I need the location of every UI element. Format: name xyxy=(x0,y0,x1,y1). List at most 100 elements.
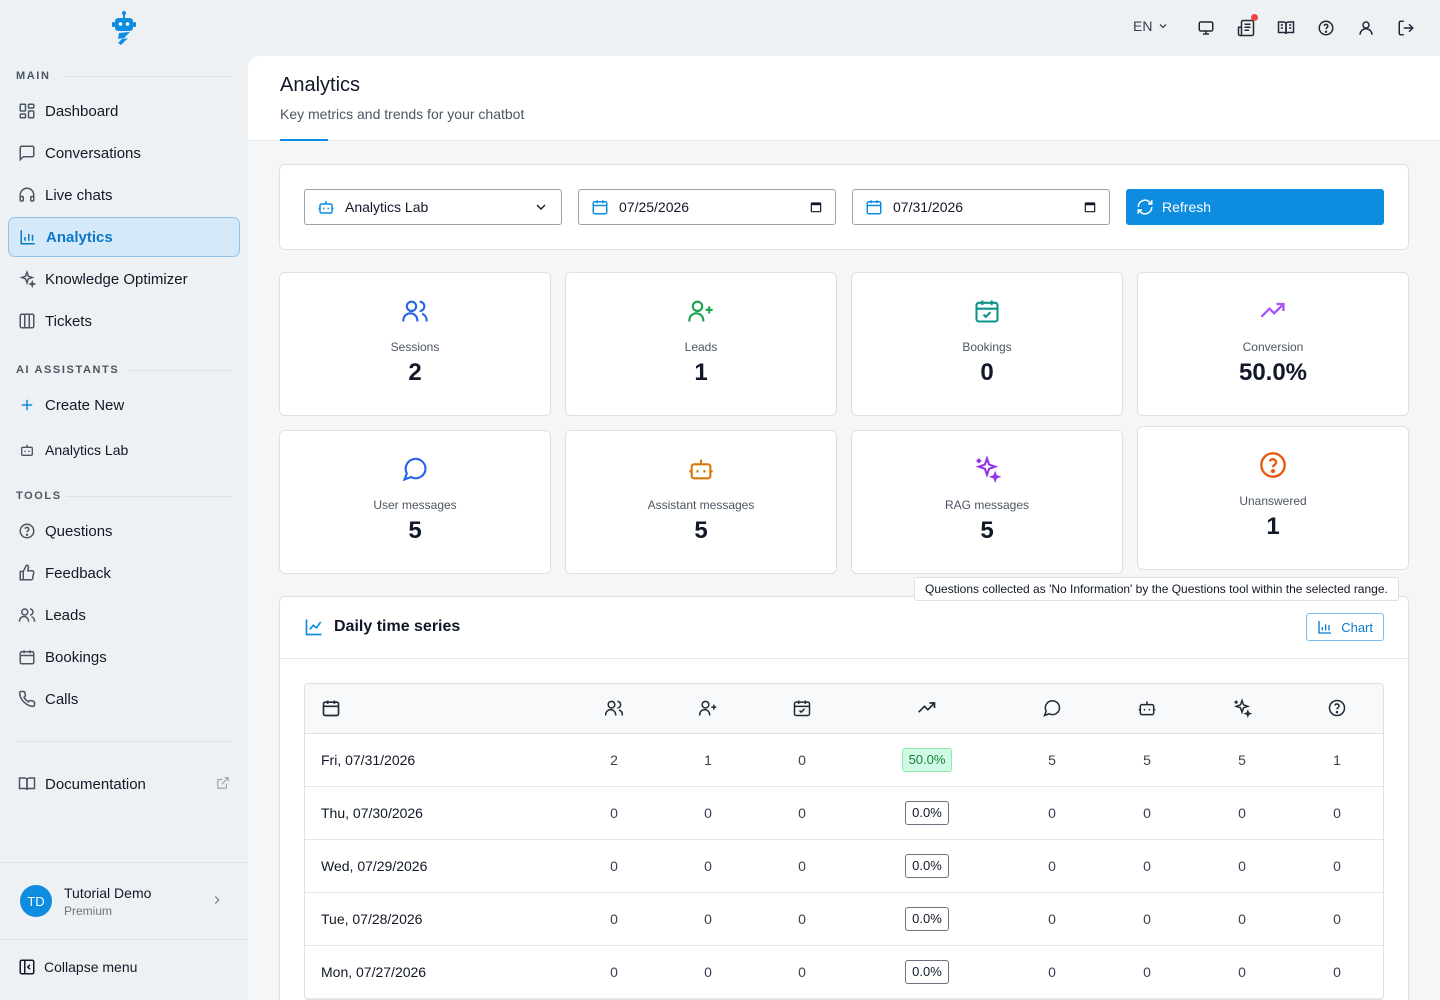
cell-sessions: 0 xyxy=(567,839,661,893)
bot-logo-icon[interactable] xyxy=(110,10,138,46)
line-chart-icon xyxy=(304,617,324,637)
chevron-right-icon xyxy=(210,893,224,912)
col-assistant-messages[interactable] xyxy=(1099,684,1195,734)
section-label-main: MAIN xyxy=(16,70,51,82)
calendar-picker-icon[interactable] xyxy=(809,200,823,214)
monitor-icon[interactable] xyxy=(1196,18,1216,38)
metric-card-conversion: Conversion 50.0% xyxy=(1137,272,1409,416)
trending-up-icon xyxy=(917,698,937,718)
sidebar-item-label: Live chats xyxy=(45,186,113,204)
end-date-field[interactable]: 07/31/2026 xyxy=(852,189,1110,225)
message-square-icon xyxy=(17,143,37,163)
chart-toggle-button[interactable]: Chart xyxy=(1306,613,1384,641)
metric-value: 0 xyxy=(980,359,994,386)
sidebar-item-bookings[interactable]: Bookings xyxy=(8,637,240,677)
cell-assistant-messages: 0 xyxy=(1099,839,1195,893)
sidebar-item-label: Tickets xyxy=(45,312,92,330)
calendar-check-icon xyxy=(792,698,812,718)
book-open-icon[interactable] xyxy=(1276,18,1296,38)
calendar-check-icon xyxy=(852,297,1122,325)
row-date: Thu, 07/30/2026 xyxy=(305,786,567,840)
col-leads[interactable] xyxy=(661,684,755,734)
section-label-tools: TOOLS xyxy=(16,490,62,502)
plus-icon xyxy=(17,395,37,415)
sidebar-item-documentation[interactable]: Documentation xyxy=(8,764,240,804)
users-icon xyxy=(280,297,550,325)
bar-chart-icon xyxy=(1317,619,1333,635)
cell-bookings: 0 xyxy=(755,786,849,840)
language-selector[interactable]: EN xyxy=(1133,18,1169,34)
cell-bookings: 0 xyxy=(755,892,849,946)
topbar: EN xyxy=(248,0,1440,56)
cell-unanswered: 0 xyxy=(1289,892,1383,946)
metric-value: 5 xyxy=(408,517,422,544)
conversion-badge: 0.0% xyxy=(905,853,949,878)
metric-value: 1 xyxy=(694,359,708,386)
metric-card-sessions: Sessions 2 xyxy=(279,272,551,416)
row-date: Wed, 07/29/2026 xyxy=(305,839,567,893)
sidebar-item-analytics[interactable]: Analytics xyxy=(8,217,240,257)
headset-icon xyxy=(17,185,37,205)
col-date[interactable] xyxy=(305,684,567,734)
page-header: Analytics Key metrics and trends for you… xyxy=(248,56,1440,141)
table-row: Tue, 07/28/2026 0 0 0 0.0% 0 0 0 0 xyxy=(305,892,1383,946)
columns-icon xyxy=(17,311,37,331)
col-bookings[interactable] xyxy=(755,684,849,734)
collapse-menu-button[interactable]: Collapse menu xyxy=(18,958,137,976)
col-user-messages[interactable] xyxy=(1005,684,1099,734)
help-circle-icon[interactable] xyxy=(1316,18,1336,38)
bot-icon xyxy=(566,455,836,483)
sidebar-item-analytics-lab[interactable]: Analytics Lab xyxy=(8,430,240,470)
divider xyxy=(66,496,232,497)
chevron-down-icon xyxy=(1157,20,1169,32)
metric-card-bookings: Bookings 0 xyxy=(851,272,1123,416)
metric-card-unanswered[interactable]: Unanswered 1 xyxy=(1137,426,1409,570)
sidebar-item-questions[interactable]: Questions xyxy=(8,511,240,551)
col-sessions[interactable] xyxy=(567,684,661,734)
bot-icon xyxy=(17,440,37,460)
col-rag-messages[interactable] xyxy=(1195,684,1289,734)
sidebar-item-tickets[interactable]: Tickets xyxy=(8,301,240,341)
sidebar-item-conversations[interactable]: Conversations xyxy=(8,133,240,173)
start-date-field[interactable]: 07/25/2026 xyxy=(578,189,836,225)
col-conversion[interactable] xyxy=(849,684,1005,734)
metric-value: 1 xyxy=(1266,513,1280,540)
sidebar-item-live-chats[interactable]: Live chats xyxy=(8,175,240,215)
metric-label: Unanswered xyxy=(1239,494,1307,508)
user-plan: Premium xyxy=(64,904,113,918)
refresh-label: Refresh xyxy=(1162,199,1212,215)
timeseries-title: Daily time series xyxy=(304,617,460,637)
users-icon xyxy=(17,605,37,625)
sidebar-item-label: Documentation xyxy=(45,775,146,793)
cell-conversion: 0.0% xyxy=(849,786,1005,840)
notification-dot xyxy=(1251,14,1258,21)
refresh-button[interactable]: Refresh xyxy=(1126,189,1384,225)
col-unanswered[interactable] xyxy=(1289,684,1383,734)
section-label-ai-assistants: AI ASSISTANTS xyxy=(16,364,120,376)
cell-conversion: 0.0% xyxy=(849,945,1005,999)
assistant-select-value: Analytics Lab xyxy=(345,199,429,215)
cell-assistant-messages: 0 xyxy=(1099,786,1195,840)
main-content: Analytics Key metrics and trends for you… xyxy=(248,56,1440,1000)
calendar-picker-icon[interactable] xyxy=(1083,200,1097,214)
table-row: Wed, 07/29/2026 0 0 0 0.0% 0 0 0 0 xyxy=(305,839,1383,893)
user-icon[interactable] xyxy=(1356,18,1376,38)
sidebar-item-leads[interactable]: Leads xyxy=(8,595,240,635)
sidebar-item-feedback[interactable]: Feedback xyxy=(8,553,240,593)
logout-icon[interactable] xyxy=(1396,18,1416,38)
newspaper-icon[interactable] xyxy=(1236,14,1258,38)
language-label: EN xyxy=(1133,18,1153,34)
assistant-select[interactable]: Analytics Lab xyxy=(304,189,562,225)
phone-icon xyxy=(17,689,37,709)
sidebar-item-create-new[interactable]: Create New xyxy=(8,385,240,425)
sidebar-item-label: Conversations xyxy=(45,144,141,162)
user-profile-card[interactable]: TD Tutorial Demo Premium xyxy=(0,862,248,940)
sidebar-item-calls[interactable]: Calls xyxy=(8,679,240,719)
refresh-icon xyxy=(1136,198,1154,216)
page-subtitle: Key metrics and trends for your chatbot xyxy=(280,106,525,122)
metric-label: Conversion xyxy=(1242,340,1304,354)
cell-assistant-messages: 5 xyxy=(1099,733,1195,787)
sidebar-item-dashboard[interactable]: Dashboard xyxy=(8,91,240,131)
sidebar-item-label: Calls xyxy=(45,690,79,708)
sidebar-item-knowledge-optimizer[interactable]: Knowledge Optimizer xyxy=(8,259,240,299)
